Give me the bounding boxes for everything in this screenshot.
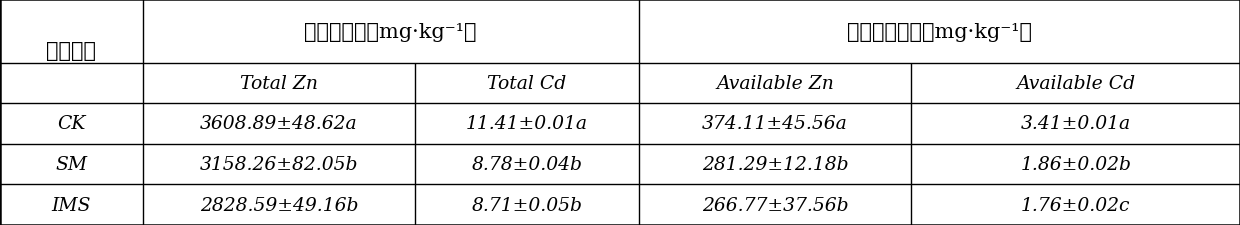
Text: 8.78±0.04b: 8.78±0.04b: [471, 155, 583, 173]
Text: 1.86±0.02b: 1.86±0.02b: [1021, 155, 1131, 173]
Text: Total Zn: Total Zn: [241, 75, 317, 93]
Text: 281.29±12.18b: 281.29±12.18b: [702, 155, 848, 173]
Text: IMS: IMS: [52, 196, 91, 214]
Text: CK: CK: [57, 115, 86, 133]
Text: 8.71±0.05b: 8.71±0.05b: [471, 196, 583, 214]
Text: Available Cd: Available Cd: [1016, 75, 1136, 93]
Text: Available Zn: Available Zn: [715, 75, 835, 93]
Text: 全量重金属（mg·kg⁻¹）: 全量重金属（mg·kg⁻¹）: [304, 22, 477, 42]
Text: 3158.26±82.05b: 3158.26±82.05b: [200, 155, 358, 173]
Text: 1.76±0.02c: 1.76±0.02c: [1021, 196, 1131, 214]
Text: 有效态重金属（mg·kg⁻¹）: 有效态重金属（mg·kg⁻¹）: [847, 22, 1032, 42]
Text: 374.11±45.56a: 374.11±45.56a: [702, 115, 848, 133]
Text: 种植模式: 种植模式: [46, 42, 97, 61]
Text: 3608.89±48.62a: 3608.89±48.62a: [200, 115, 358, 133]
Text: SM: SM: [56, 155, 87, 173]
Text: 266.77±37.56b: 266.77±37.56b: [702, 196, 848, 214]
Text: Total Cd: Total Cd: [487, 75, 567, 93]
Text: 11.41±0.01a: 11.41±0.01a: [466, 115, 588, 133]
Text: 2828.59±49.16b: 2828.59±49.16b: [200, 196, 358, 214]
Text: 3.41±0.01a: 3.41±0.01a: [1021, 115, 1131, 133]
